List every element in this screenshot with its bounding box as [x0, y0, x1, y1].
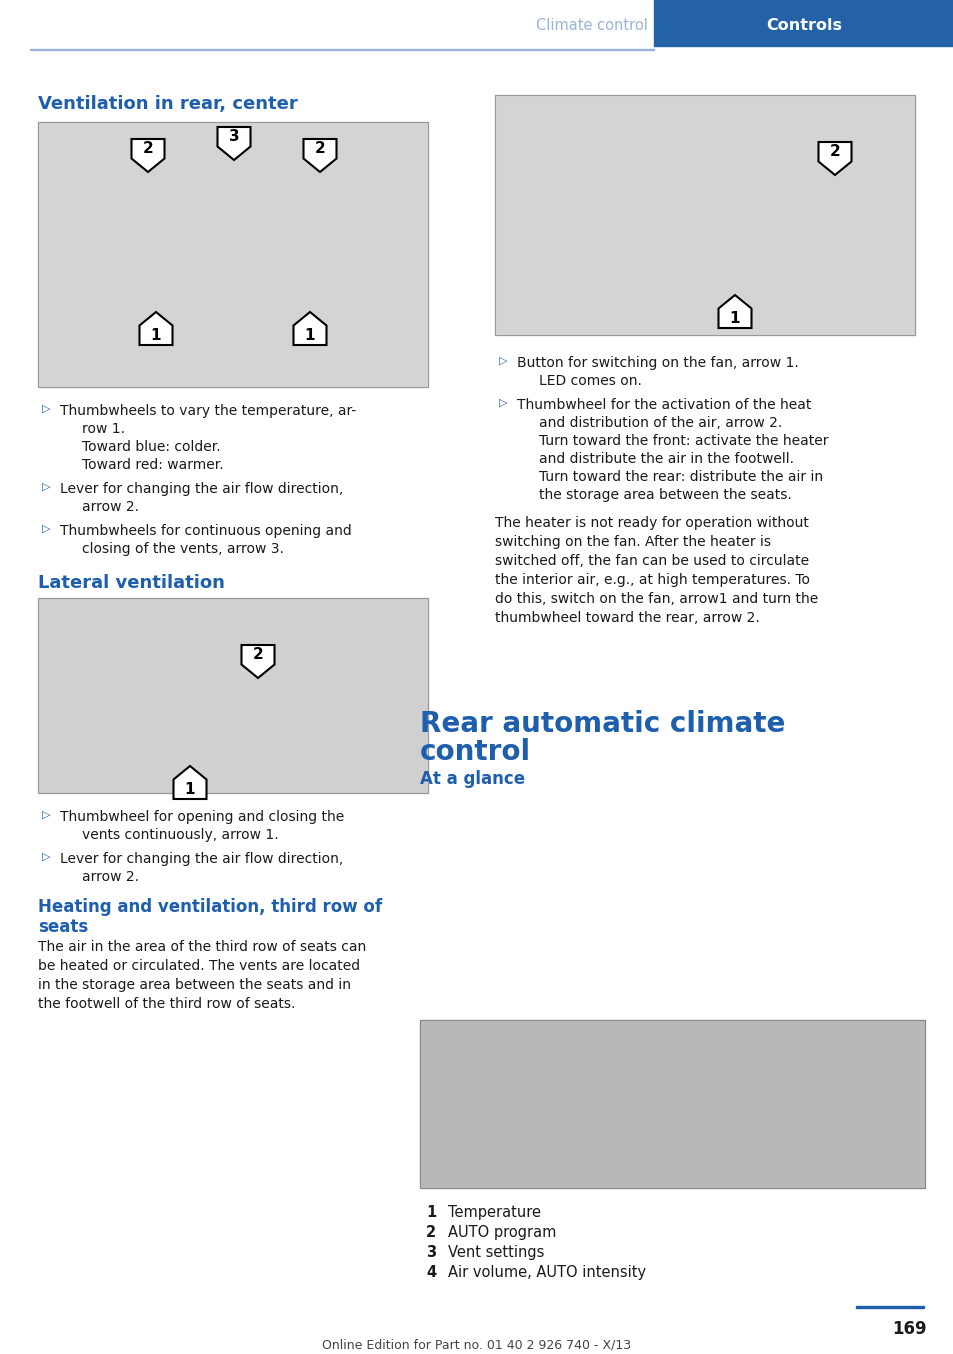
- Text: 3: 3: [426, 1244, 436, 1261]
- Text: Vent settings: Vent settings: [448, 1244, 544, 1261]
- Text: the storage area between the seats.: the storage area between the seats.: [538, 487, 791, 502]
- Text: the interior air, e.g., at high temperatures. To: the interior air, e.g., at high temperat…: [495, 573, 809, 588]
- Text: ▷: ▷: [498, 398, 507, 408]
- Bar: [419, 1020, 924, 1187]
- Bar: [38, 598, 428, 793]
- Text: ▷: ▷: [42, 403, 51, 414]
- Bar: [855, 1307, 923, 1308]
- Text: 4: 4: [426, 1265, 436, 1280]
- Text: do this, switch on the fan, arrow1 and turn the: do this, switch on the fan, arrow1 and t…: [495, 592, 818, 607]
- Polygon shape: [718, 295, 751, 328]
- Text: Heating and ventilation, third row of: Heating and ventilation, third row of: [38, 898, 382, 917]
- Text: thumbwheel toward the rear, arrow 2.: thumbwheel toward the rear, arrow 2.: [495, 611, 759, 626]
- Text: Controls: Controls: [765, 18, 841, 32]
- Text: Turn toward the rear: distribute the air in: Turn toward the rear: distribute the air…: [538, 470, 822, 483]
- Text: vents continuously, arrow 1.: vents continuously, arrow 1.: [82, 829, 278, 842]
- Bar: [30, 49, 654, 50]
- Text: ▷: ▷: [498, 356, 507, 366]
- Polygon shape: [818, 142, 851, 175]
- Text: Online Edition for Part no. 01 40 2 926 740 - X/13: Online Edition for Part no. 01 40 2 926 …: [322, 1338, 631, 1351]
- Text: ▷: ▷: [42, 482, 51, 492]
- Text: Turn toward the front: activate the heater: Turn toward the front: activate the heat…: [538, 435, 827, 448]
- Text: and distribution of the air, arrow 2.: and distribution of the air, arrow 2.: [538, 416, 781, 431]
- Polygon shape: [303, 139, 336, 172]
- Text: arrow 2.: arrow 2.: [82, 871, 139, 884]
- Text: 2: 2: [143, 141, 153, 156]
- Text: Air volume, AUTO intensity: Air volume, AUTO intensity: [448, 1265, 645, 1280]
- Text: Toward red: warmer.: Toward red: warmer.: [82, 458, 223, 473]
- Text: and distribute the air in the footwell.: and distribute the air in the footwell.: [538, 452, 793, 466]
- Text: 2: 2: [314, 141, 325, 156]
- Bar: [654, 0, 953, 46]
- Text: 169: 169: [892, 1320, 926, 1338]
- Text: 1: 1: [151, 328, 161, 343]
- Polygon shape: [132, 139, 164, 172]
- Bar: [38, 122, 428, 387]
- Text: Lever for changing the air flow direction,: Lever for changing the air flow directio…: [60, 482, 343, 496]
- Polygon shape: [294, 311, 326, 345]
- Text: 1: 1: [185, 781, 195, 796]
- Polygon shape: [241, 645, 274, 678]
- Text: 1: 1: [304, 328, 314, 343]
- Text: Lateral ventilation: Lateral ventilation: [38, 574, 225, 592]
- Text: switched off, the fan can be used to circulate: switched off, the fan can be used to cir…: [495, 554, 808, 567]
- Text: 3: 3: [229, 129, 239, 145]
- Text: The air in the area of the third row of seats can: The air in the area of the third row of …: [38, 940, 366, 955]
- Text: Thumbwheels for continuous opening and: Thumbwheels for continuous opening and: [60, 524, 352, 538]
- Text: Button for switching on the fan, arrow 1.: Button for switching on the fan, arrow 1…: [517, 356, 798, 370]
- Text: Temperature: Temperature: [448, 1205, 540, 1220]
- Text: row 1.: row 1.: [82, 422, 125, 436]
- Polygon shape: [139, 311, 172, 345]
- Text: be heated or circulated. The vents are located: be heated or circulated. The vents are l…: [38, 959, 359, 974]
- Text: 2: 2: [253, 647, 263, 662]
- Text: switching on the fan. After the heater is: switching on the fan. After the heater i…: [495, 535, 770, 548]
- Text: Climate control: Climate control: [536, 18, 647, 32]
- Text: control: control: [419, 738, 531, 766]
- Text: ▷: ▷: [42, 852, 51, 862]
- Text: seats: seats: [38, 918, 89, 936]
- Text: Ventilation in rear, center: Ventilation in rear, center: [38, 95, 297, 112]
- Bar: [495, 95, 914, 334]
- Text: in the storage area between the seats and in: in the storage area between the seats an…: [38, 978, 351, 992]
- Text: ▷: ▷: [42, 810, 51, 821]
- Bar: [38, 598, 428, 793]
- Text: closing of the vents, arrow 3.: closing of the vents, arrow 3.: [82, 542, 284, 556]
- Text: 1: 1: [426, 1205, 436, 1220]
- Text: arrow 2.: arrow 2.: [82, 500, 139, 515]
- Text: Thumbwheels to vary the temperature, ar-: Thumbwheels to vary the temperature, ar-: [60, 403, 355, 418]
- Text: AUTO program: AUTO program: [448, 1225, 556, 1240]
- Text: 2: 2: [829, 145, 840, 160]
- Polygon shape: [173, 766, 206, 799]
- Text: Thumbwheel for the activation of the heat: Thumbwheel for the activation of the hea…: [517, 398, 810, 412]
- Polygon shape: [217, 127, 251, 160]
- Text: The heater is not ready for operation without: The heater is not ready for operation wi…: [495, 516, 808, 529]
- Text: 1: 1: [729, 311, 740, 326]
- Text: Thumbwheel for opening and closing the: Thumbwheel for opening and closing the: [60, 810, 344, 825]
- Text: Toward blue: colder.: Toward blue: colder.: [82, 440, 220, 454]
- Text: LED comes on.: LED comes on.: [538, 374, 641, 389]
- Text: At a glance: At a glance: [419, 770, 524, 788]
- Bar: [419, 1020, 924, 1187]
- Bar: [38, 122, 428, 387]
- Text: Lever for changing the air flow direction,: Lever for changing the air flow directio…: [60, 852, 343, 867]
- Text: the footwell of the third row of seats.: the footwell of the third row of seats.: [38, 997, 295, 1011]
- Text: ▷: ▷: [42, 524, 51, 533]
- Bar: [495, 95, 914, 334]
- Text: 2: 2: [426, 1225, 436, 1240]
- Text: Rear automatic climate: Rear automatic climate: [419, 709, 784, 738]
